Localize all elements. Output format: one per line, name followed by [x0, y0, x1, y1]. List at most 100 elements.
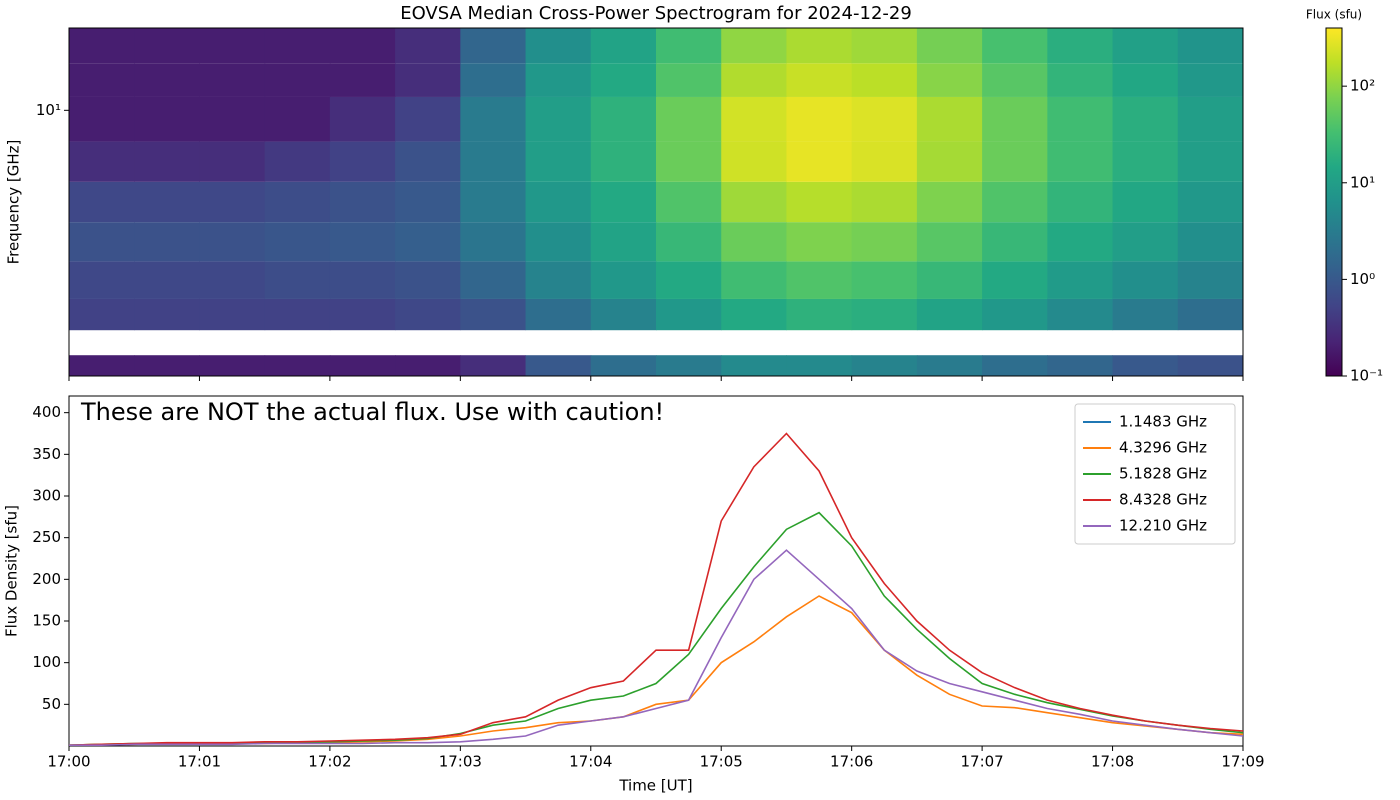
heatmap-cell	[460, 181, 527, 223]
heatmap-cell	[264, 298, 331, 331]
heatmap-cell	[721, 181, 787, 223]
heatmap-cell	[69, 96, 135, 142]
heatmap-cell	[656, 181, 722, 223]
heatmap-cell	[656, 355, 722, 376]
heatmap-cell	[1047, 63, 1114, 97]
heatmap-cell	[395, 63, 461, 97]
heatmap-cell	[199, 141, 266, 182]
heatmap-cell	[199, 222, 266, 262]
heatmap-cell	[851, 222, 918, 262]
heatmap-cell	[1112, 222, 1179, 262]
colorbar-label: Flux (sfu)	[1306, 8, 1362, 22]
heatmap-cell	[786, 63, 853, 97]
heatmap-cell	[982, 141, 1048, 182]
heatmap-cell	[69, 63, 135, 97]
heatmap-cell	[656, 298, 722, 331]
heatmap-cell	[395, 28, 461, 64]
heatmap-cell	[1047, 96, 1114, 142]
heatmap-cell	[1177, 298, 1244, 331]
heatmap-cell	[786, 261, 853, 299]
heatmap-cell	[69, 355, 135, 376]
heatmap-cell	[395, 355, 461, 376]
heatmap-cell	[916, 28, 983, 64]
heatmap-cell	[525, 222, 592, 262]
heatmap-cell	[199, 298, 266, 331]
heatmap-cell	[329, 222, 396, 262]
heatmap-cell	[395, 298, 461, 331]
legend-label: 12.210 GHz	[1119, 517, 1207, 535]
heatmap-cell	[851, 96, 918, 142]
legend-label: 4.3296 GHz	[1119, 439, 1207, 457]
heatmap-cell	[982, 28, 1048, 64]
heatmap-cell	[264, 261, 331, 299]
heatmap-cell	[1177, 222, 1244, 262]
y-tick-label: 300	[32, 487, 61, 505]
heatmap-cell	[982, 298, 1048, 331]
y-axis-label: Flux Density [sfu]	[3, 505, 21, 637]
heatmap-cell	[395, 222, 461, 262]
heatmap-cell	[851, 298, 918, 331]
heatmap-cell	[460, 222, 527, 262]
heatmap-cell	[1112, 141, 1179, 182]
heatmap-cell	[1177, 96, 1244, 142]
heatmap-cell	[329, 96, 396, 142]
heatmap-cell	[1177, 28, 1244, 64]
colorbar	[1325, 27, 1343, 377]
colorbar-tick-label: 10¹	[1350, 173, 1375, 191]
heatmap-cell	[134, 96, 200, 142]
x-tick-label: 17:01	[178, 753, 221, 771]
heatmap-cell	[1112, 298, 1179, 331]
heatmap-cell	[1112, 181, 1179, 223]
x-tick-label: 17:07	[960, 753, 1003, 771]
heatmap-cell	[786, 222, 853, 262]
heatmap-cell	[525, 298, 592, 331]
heatmap-cell	[69, 222, 135, 262]
heatmap-cell	[264, 96, 331, 142]
annotation: These are NOT the actual flux. Use with …	[80, 398, 664, 426]
heatmap-cell	[264, 141, 331, 182]
heatmap-cell	[1047, 261, 1114, 299]
heatmap-cell	[1047, 141, 1114, 182]
heatmap-cell	[916, 141, 983, 182]
heatmap-cell	[721, 222, 787, 262]
heatmap-cell	[199, 181, 266, 223]
y-axis-label: Frequency [GHz]	[5, 140, 23, 265]
heatmap-cell	[656, 28, 722, 64]
heatmap-cell	[1047, 222, 1114, 262]
x-tick-label: 17:08	[1091, 753, 1134, 771]
plot-frame	[68, 27, 1244, 377]
series-line	[69, 549, 1243, 746]
heatmap-cell	[264, 355, 331, 376]
heatmap-cell	[1112, 96, 1179, 142]
heatmap-cell	[134, 63, 200, 97]
heatmap-cell	[982, 63, 1048, 97]
heatmap-cell	[329, 141, 396, 182]
y-tick-label: 200	[32, 570, 61, 588]
series-line	[69, 595, 1243, 746]
heatmap-cell	[916, 181, 983, 223]
x-tick-label: 17:04	[569, 753, 612, 771]
heatmap-cell	[982, 261, 1048, 299]
heatmap-cell	[134, 222, 200, 262]
x-tick-label: 17:09	[1221, 753, 1264, 771]
heatmap-cell	[851, 141, 918, 182]
legend-box	[1074, 403, 1236, 545]
heatmap-cell	[264, 63, 331, 97]
heatmap-cell	[1112, 63, 1179, 97]
heatmap-cell	[786, 355, 853, 376]
heatmap-cell	[1177, 181, 1244, 223]
heatmap-cell	[1177, 261, 1244, 299]
heatmap-cell	[851, 181, 918, 223]
heatmap-cell	[460, 298, 527, 331]
heatmap-cell	[1112, 28, 1179, 64]
heatmap-cell	[460, 141, 527, 182]
heatmap-cell	[851, 63, 918, 97]
x-tick-label: 17:02	[308, 753, 351, 771]
heatmap-cell	[329, 28, 396, 64]
y-tick-label: 400	[32, 403, 61, 421]
colorbar-tick-label: 10²	[1350, 77, 1375, 95]
series-group	[69, 432, 1243, 746]
heatmap-cell	[590, 28, 657, 64]
heatmap-cell	[786, 28, 853, 64]
